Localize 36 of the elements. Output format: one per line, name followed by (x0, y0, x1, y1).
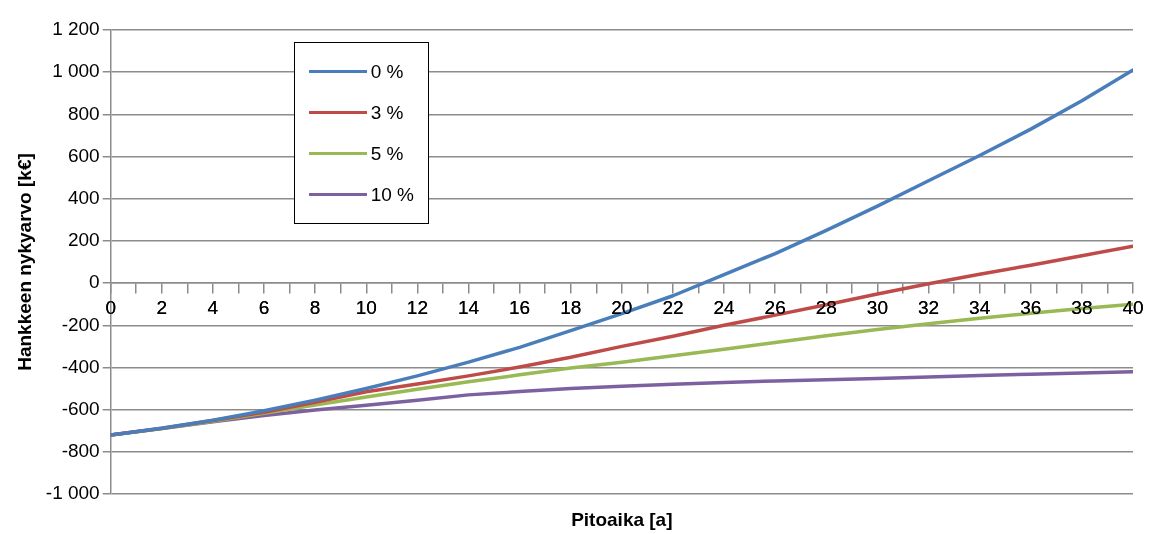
x-tick-label: 4 (207, 296, 219, 318)
x-tick-label: 34 (969, 296, 991, 318)
legend-label: 10 % (370, 183, 414, 206)
y-tick-label: 400 (67, 186, 100, 208)
x-tick-label: 22 (662, 296, 684, 318)
y-tick-label: -1 000 (45, 482, 100, 504)
y-tick-label: 1 200 (52, 18, 100, 40)
y-tick-label: 200 (67, 229, 100, 251)
x-tick-label: 2 (156, 296, 168, 318)
legend-label: 5 % (370, 142, 404, 165)
x-tick-label: 12 (406, 296, 428, 318)
y-tick-label: 800 (67, 102, 100, 124)
legend-label: 0 % (370, 60, 404, 83)
x-tick-label: 8 (309, 296, 321, 318)
y-tick-label: -200 (61, 313, 100, 335)
x-tick-label: 26 (764, 296, 786, 318)
y-tick-label: -600 (61, 397, 100, 419)
x-tick-label: 10 (355, 296, 377, 318)
y-axis-title: Hankkeen nykyarvo [k€] (13, 153, 35, 371)
x-tick-label: 6 (258, 296, 270, 318)
y-tick-label: 1 000 (52, 60, 100, 82)
x-tick-label: 32 (917, 296, 940, 318)
x-tick-label: 20 (611, 296, 633, 318)
x-tick-label: 24 (713, 296, 736, 318)
x-tick-label: 40 (1122, 296, 1144, 318)
x-tick-label: 30 (866, 296, 888, 318)
x-tick-label: 18 (560, 296, 582, 318)
x-axis-title: Pitoaika [a] (571, 509, 673, 531)
x-tick-label: 0 (105, 296, 116, 318)
legend-label: 3 % (370, 101, 404, 124)
x-tick-label: 16 (509, 296, 531, 318)
y-tick-label: -800 (61, 440, 100, 462)
x-tick-label: 14 (457, 296, 480, 318)
y-tick-label: 600 (67, 144, 100, 166)
y-tick-label: 0 (89, 271, 100, 293)
y-tick-label: -400 (61, 355, 100, 377)
